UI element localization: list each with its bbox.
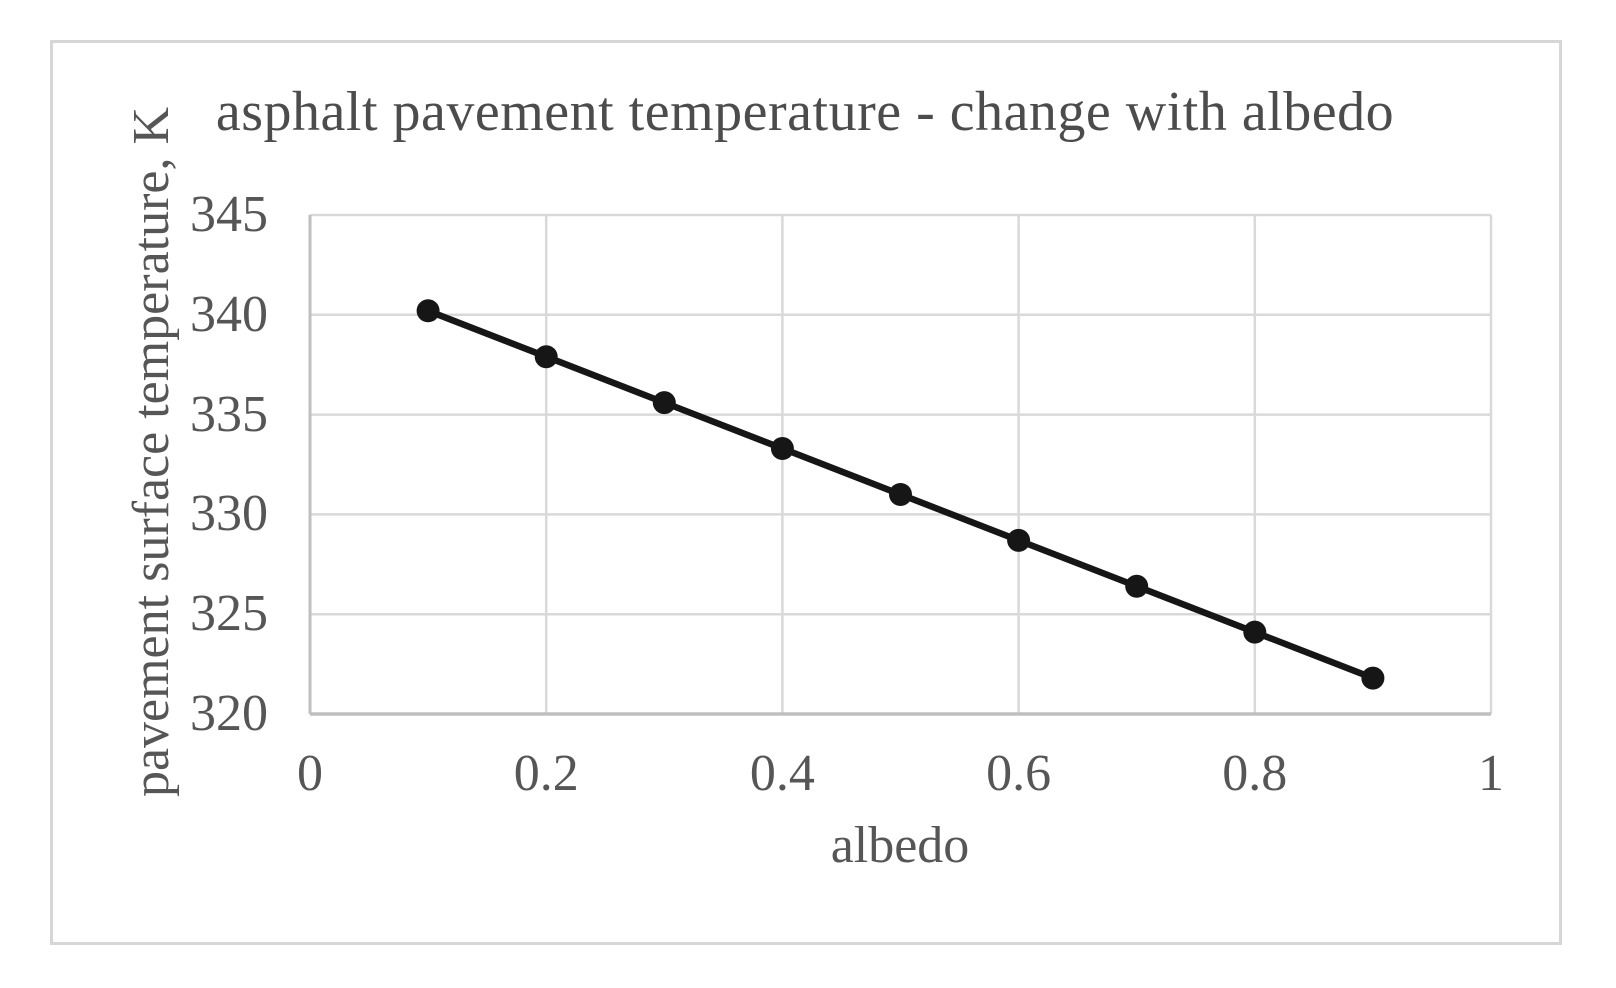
- y-tick-label: 335: [190, 385, 268, 443]
- data-point-marker: [534, 345, 558, 369]
- x-tick-label: 1: [1478, 745, 1504, 802]
- data-point-marker: [1125, 574, 1149, 598]
- x-axis-title: albedo: [830, 817, 970, 874]
- y-tick-label: 340: [190, 285, 268, 343]
- x-tick-label: 0.4: [749, 745, 815, 802]
- x-tick-label: 0.6: [986, 745, 1052, 802]
- data-point-marker: [889, 482, 912, 506]
- chart-title: asphalt pavement temperature - change wi…: [215, 81, 1395, 143]
- data-point-marker: [1007, 528, 1031, 552]
- data-point-marker: [652, 391, 676, 415]
- y-tick-label: 330: [190, 485, 268, 543]
- data-point-marker: [1243, 620, 1267, 644]
- x-tick-label: 0.2: [513, 745, 579, 802]
- chart-frame: [50, 40, 1562, 945]
- data-point-marker: [1361, 666, 1385, 690]
- data-point-marker: [770, 437, 794, 461]
- x-tick-label: 0: [297, 745, 323, 802]
- y-tick-label: 325: [190, 585, 268, 643]
- y-tick-label: 345: [190, 186, 268, 243]
- data-point-marker: [416, 299, 440, 323]
- y-tick-label: 320: [190, 685, 268, 742]
- x-tick-label: 0.8: [1222, 745, 1288, 802]
